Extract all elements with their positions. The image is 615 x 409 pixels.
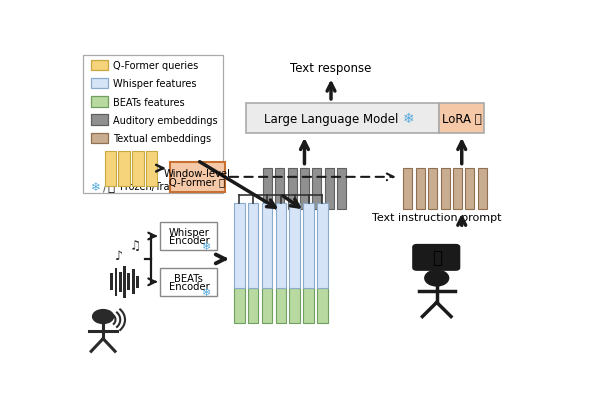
- Bar: [136, 276, 139, 288]
- Text: 🔥: 🔥: [108, 180, 114, 193]
- Text: 💡: 💡: [432, 249, 442, 267]
- Text: ❄: ❄: [91, 180, 101, 193]
- Bar: [288, 169, 296, 210]
- Text: BEATs features: BEATs features: [113, 97, 184, 107]
- Text: ❄: ❄: [201, 242, 211, 252]
- Text: Whisper: Whisper: [169, 228, 209, 238]
- Bar: [127, 274, 130, 291]
- Bar: [91, 133, 108, 144]
- Bar: [110, 274, 113, 291]
- Circle shape: [93, 310, 114, 324]
- Circle shape: [425, 270, 448, 286]
- Bar: [290, 288, 300, 323]
- Bar: [82, 55, 223, 194]
- Bar: [263, 169, 272, 210]
- Bar: [337, 169, 346, 210]
- Bar: [118, 151, 130, 186]
- Bar: [234, 288, 245, 323]
- Bar: [123, 266, 126, 298]
- Text: Text response: Text response: [290, 61, 371, 74]
- Bar: [276, 288, 286, 323]
- Bar: [161, 268, 218, 296]
- Text: Q-Former queries: Q-Former queries: [113, 61, 198, 71]
- Text: LoRA 🔥: LoRA 🔥: [442, 112, 482, 126]
- Bar: [170, 162, 224, 192]
- Bar: [91, 97, 108, 107]
- Bar: [303, 203, 314, 288]
- Bar: [300, 169, 309, 210]
- Text: Encoder: Encoder: [169, 281, 209, 292]
- Bar: [248, 203, 258, 288]
- Text: BEATs: BEATs: [175, 273, 204, 283]
- Text: /: /: [103, 180, 106, 193]
- Bar: [276, 203, 286, 288]
- Bar: [317, 203, 328, 288]
- Text: ♫: ♫: [129, 239, 141, 252]
- Bar: [428, 169, 437, 210]
- Text: Q-Former 🔥: Q-Former 🔥: [169, 177, 225, 187]
- Bar: [132, 151, 143, 186]
- Bar: [132, 270, 135, 295]
- Bar: [466, 169, 474, 210]
- Text: Encoder: Encoder: [169, 236, 209, 246]
- Bar: [119, 272, 122, 292]
- Bar: [290, 203, 300, 288]
- Bar: [478, 169, 487, 210]
- Bar: [114, 268, 117, 296]
- Text: Auditory embeddings: Auditory embeddings: [113, 116, 217, 126]
- FancyBboxPatch shape: [413, 245, 459, 270]
- Bar: [416, 169, 425, 210]
- Text: ♪: ♪: [115, 249, 123, 262]
- Text: Whisper features: Whisper features: [113, 79, 196, 89]
- Text: Textual embeddings: Textual embeddings: [113, 134, 211, 144]
- Text: ❄: ❄: [201, 288, 211, 297]
- Bar: [453, 169, 462, 210]
- Bar: [91, 79, 108, 89]
- Bar: [439, 104, 485, 134]
- Bar: [275, 169, 284, 210]
- Bar: [161, 222, 218, 251]
- Bar: [325, 169, 334, 210]
- Bar: [105, 151, 116, 186]
- Bar: [317, 288, 328, 323]
- Text: ❄: ❄: [402, 112, 414, 126]
- Bar: [246, 104, 439, 134]
- Text: Frozen/Trainable: Frozen/Trainable: [120, 182, 199, 192]
- Bar: [312, 169, 322, 210]
- Bar: [91, 61, 108, 71]
- Bar: [440, 169, 450, 210]
- Bar: [262, 288, 272, 323]
- Bar: [234, 203, 245, 288]
- Text: Text instruction prompt: Text instruction prompt: [372, 213, 501, 222]
- Bar: [403, 169, 413, 210]
- Bar: [262, 203, 272, 288]
- Text: Large Language Model: Large Language Model: [264, 112, 398, 126]
- Bar: [91, 115, 108, 126]
- Bar: [248, 288, 258, 323]
- Bar: [146, 151, 157, 186]
- Text: Window-level: Window-level: [164, 169, 231, 179]
- Bar: [303, 288, 314, 323]
